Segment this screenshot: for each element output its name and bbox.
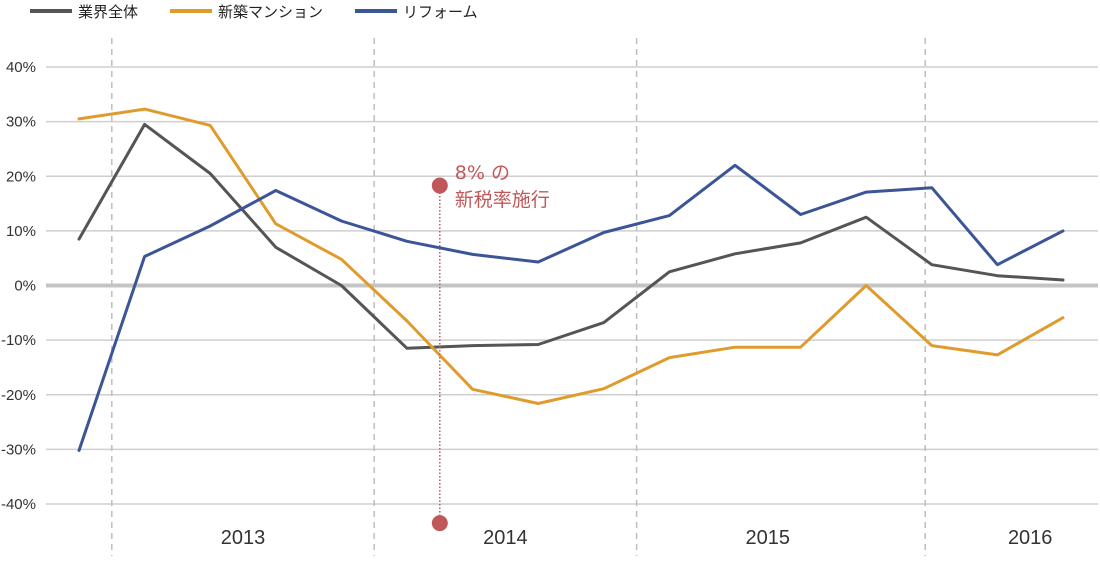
y-tick-label: 20% <box>6 168 36 185</box>
series-line-0 <box>77 122 1065 350</box>
y-tick-label: -30% <box>1 441 36 458</box>
legend-label-industry: 業界全体 <box>78 2 139 21</box>
y-tick-label: 30% <box>6 114 36 131</box>
annotation-marker-bottom <box>431 515 448 532</box>
annotation-marker-top <box>431 177 448 194</box>
legend-label-new-condo: 新築マンション <box>218 2 324 21</box>
x-year-label: 2013 <box>221 527 266 549</box>
x-year-label: 2016 <box>1008 527 1053 549</box>
legend-item-reform: リフォーム <box>355 1 478 22</box>
y-tick-label: -20% <box>1 387 36 404</box>
legend-item-new-condo: 新築マンション <box>170 1 323 22</box>
y-tick-label: 40% <box>6 59 36 76</box>
y-tick-label: -10% <box>1 332 36 349</box>
legend-swatch-reform <box>355 9 398 13</box>
annotation-text-line1: 8% の <box>455 162 510 184</box>
legend-swatch-industry <box>30 9 72 13</box>
y-tick-label: 10% <box>6 223 36 240</box>
x-year-label: 2014 <box>483 527 528 549</box>
annotation-text-line2: 新税率施行 <box>455 189 550 211</box>
x-year-label: 2015 <box>746 527 791 549</box>
y-tick-label: 0% <box>14 278 36 295</box>
legend-item-industry: 業界全体 <box>30 1 138 22</box>
legend-swatch-new-condo <box>170 9 213 13</box>
legend: 業界全体 新築マンション リフォーム <box>0 0 510 22</box>
y-tick-label: -40% <box>1 496 36 513</box>
series-line-1 <box>77 107 1065 405</box>
series-line-2 <box>77 163 1065 452</box>
legend-label-reform: リフォーム <box>403 2 478 21</box>
